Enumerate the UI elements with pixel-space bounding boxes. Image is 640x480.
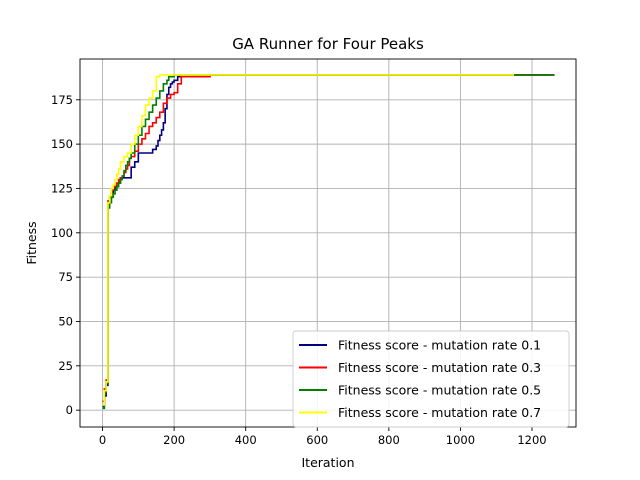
grid	[80, 59, 576, 427]
x-tick-label: 200	[163, 433, 185, 447]
y-tick-label: 25	[58, 359, 73, 373]
y-tick-label: 50	[58, 314, 73, 328]
chart-title: GA Runner for Four Peaks	[232, 35, 424, 53]
y-tick-label: 125	[51, 181, 73, 195]
legend-label: Fitness score - mutation rate 0.3	[338, 360, 541, 375]
x-tick-label: 1200	[517, 433, 546, 447]
legend-label: Fitness score - mutation rate 0.7	[338, 405, 541, 420]
x-tick-label: 1000	[446, 433, 475, 447]
x-tick-label: 800	[378, 433, 400, 447]
axis-ticks: 0 200 400 600 800 1000 1200 0 25 50 75 100 125 150 175	[51, 93, 547, 447]
y-tick-label: 0	[66, 403, 73, 417]
y-tick-label: 100	[51, 226, 73, 240]
y-tick-label: 150	[51, 137, 73, 151]
legend-label: Fitness score - mutation rate 0.5	[338, 383, 541, 398]
series-line-3	[102, 74, 555, 410]
x-tick-label: 0	[99, 433, 106, 447]
x-tick-label: 400	[235, 433, 257, 447]
x-axis-title: Iteration	[301, 455, 354, 470]
plot-area	[102, 74, 555, 410]
legend-label: Fitness score - mutation rate 0.1	[338, 338, 541, 353]
legend: Fitness score - mutation rate 0.1 Fitness…	[292, 330, 570, 428]
legend-box	[292, 330, 570, 428]
y-tick-label: 75	[58, 270, 73, 284]
series-line-4	[102, 74, 515, 406]
y-axis-title: Fitness	[24, 221, 39, 264]
x-tick-label: 600	[306, 433, 328, 447]
y-tick-label: 175	[51, 93, 73, 107]
